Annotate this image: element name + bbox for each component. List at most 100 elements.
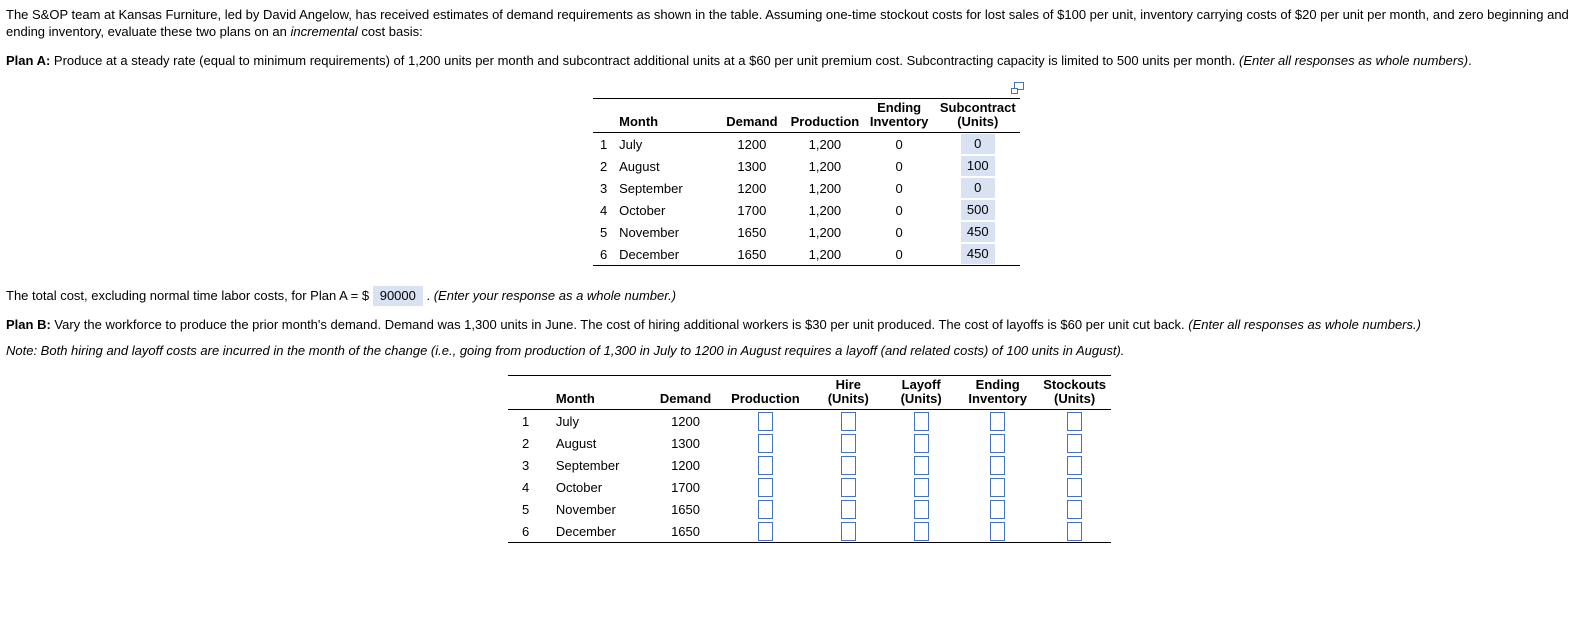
demand-cell: 1200 <box>671 457 700 473</box>
row-number: 6 <box>600 246 608 262</box>
popout-table-icon[interactable] <box>1011 82 1024 94</box>
ending-inventory-cell: 0 <box>895 246 903 262</box>
plan-a-table-header: Month Demand Production Ending Inventory … <box>593 98 1020 133</box>
row-number: 5 <box>522 501 530 517</box>
hire-cell <box>811 432 885 454</box>
subcontract-answer-box[interactable]: 500 <box>960 200 995 220</box>
demand-cell: 1200 <box>737 136 767 152</box>
table-row: 2 August 1300 1,200 0 100 <box>593 155 1020 177</box>
month-cell: November <box>619 224 680 240</box>
production-input[interactable] <box>757 477 773 497</box>
demand-cell: 1200 <box>671 413 700 429</box>
ending-inventory-cell: 0 <box>895 224 903 240</box>
table-row: 3 September 1200 1,200 0 0 <box>593 177 1020 199</box>
subcontract-cell: 450 <box>936 243 1020 266</box>
ending-inventory-input[interactable] <box>990 521 1006 541</box>
stockouts-input[interactable] <box>1067 521 1083 541</box>
ending-inventory-cell: 0 <box>895 158 903 174</box>
stockouts-input[interactable] <box>1067 455 1083 475</box>
header-subcontract: Subcontract (Units) <box>935 98 1020 133</box>
table-row: 4 October 1700 1,200 0 500 <box>593 199 1020 221</box>
header-ending-inventory: Ending Inventory <box>862 98 936 133</box>
row-number: 5 <box>600 224 608 240</box>
hire-cell <box>811 454 885 476</box>
ending-inventory-cell: 0 <box>895 136 903 152</box>
stockouts-cell <box>1038 432 1111 454</box>
intro-paragraph: The S&OP team at Kansas Furniture, led b… <box>6 6 1584 40</box>
demand-cell: 1300 <box>737 158 767 174</box>
stockouts-input[interactable] <box>1067 433 1083 453</box>
header-subcontract-line2: (Units) <box>957 114 999 129</box>
production-input[interactable] <box>757 521 773 541</box>
demand-cell: 1650 <box>737 246 767 262</box>
month-cell: December <box>555 523 616 539</box>
production-cell: 1,200 <box>808 224 842 240</box>
demand-cell: 1650 <box>737 224 767 240</box>
layoff-input[interactable] <box>913 411 929 431</box>
subcontract-answer-box[interactable]: 450 <box>960 222 995 242</box>
hire-input[interactable] <box>840 411 856 431</box>
ending-inventory-input[interactable] <box>990 499 1006 519</box>
row-number: 2 <box>600 158 608 174</box>
layoff-input[interactable] <box>913 455 929 475</box>
header-layoff-line2: (Units) <box>900 391 942 406</box>
layoff-input[interactable] <box>913 521 929 541</box>
row-number: 1 <box>600 136 608 152</box>
subcontract-answer-box[interactable]: 0 <box>960 134 995 154</box>
stockouts-cell <box>1038 410 1111 433</box>
ending-inventory-input[interactable] <box>990 411 1006 431</box>
plan-b-table-body: 1 July 1200 2 August 1300 <box>508 410 1111 543</box>
subcontract-cell: 450 <box>936 221 1020 243</box>
subcontract-cell: 100 <box>936 155 1020 177</box>
ending-inventory-input[interactable] <box>990 433 1006 453</box>
stockouts-cell <box>1038 454 1111 476</box>
stockouts-cell <box>1038 498 1111 520</box>
hire-input[interactable] <box>840 433 856 453</box>
production-input[interactable] <box>757 455 773 475</box>
month-cell: July <box>555 413 579 429</box>
production-input[interactable] <box>757 499 773 519</box>
ending-inventory-input[interactable] <box>990 477 1006 497</box>
subcontract-cell: 500 <box>936 199 1020 221</box>
month-cell: August <box>619 158 660 174</box>
header-demand: Demand <box>716 98 788 133</box>
month-cell: September <box>555 457 620 473</box>
note-paragraph: Note: Both hiring and layoff costs are i… <box>6 343 1125 358</box>
header-demand: Demand <box>651 375 720 410</box>
problem-page: The S&OP team at Kansas Furniture, led b… <box>6 6 1584 543</box>
layoff-cell <box>885 520 957 543</box>
production-input[interactable] <box>757 433 773 453</box>
hire-input[interactable] <box>840 521 856 541</box>
hire-input[interactable] <box>840 499 856 519</box>
layoff-input[interactable] <box>913 433 929 453</box>
layoff-cell <box>885 454 957 476</box>
total-cost-answer-box[interactable]: 90000 <box>372 286 423 306</box>
header-hire: Hire (Units) <box>811 375 886 410</box>
total-cost-prefix: The total cost, excluding normal time la… <box>6 288 373 303</box>
ending-inventory-input[interactable] <box>990 455 1006 475</box>
layoff-input[interactable] <box>913 477 929 497</box>
production-input[interactable] <box>757 411 773 431</box>
month-cell: September <box>619 180 683 196</box>
ending-inventory-cell: 0 <box>895 202 903 218</box>
layoff-input[interactable] <box>913 499 929 519</box>
ending-inventory-cell <box>957 410 1038 433</box>
layoff-cell <box>885 432 957 454</box>
demand-cell: 1650 <box>671 523 700 539</box>
subcontract-answer-box[interactable]: 450 <box>960 244 995 264</box>
stockouts-input[interactable] <box>1067 477 1083 497</box>
hire-input[interactable] <box>840 455 856 475</box>
subcontract-answer-box[interactable]: 100 <box>960 156 995 176</box>
subcontract-cell: 0 <box>936 133 1020 156</box>
month-cell: November <box>555 501 616 517</box>
hire-input[interactable] <box>840 477 856 497</box>
subcontract-answer-box[interactable]: 0 <box>960 178 995 198</box>
popout-icon-back-rect <box>1014 82 1024 90</box>
total-cost-separator: . <box>422 288 434 303</box>
plan-a-table: Month Demand Production Ending Inventory … <box>593 98 1020 266</box>
plan-b-label: Plan B: <box>6 317 51 332</box>
hire-cell <box>811 410 885 433</box>
stockouts-input[interactable] <box>1067 411 1083 431</box>
table-row: 3 September 1200 <box>508 454 1111 476</box>
stockouts-input[interactable] <box>1067 499 1083 519</box>
